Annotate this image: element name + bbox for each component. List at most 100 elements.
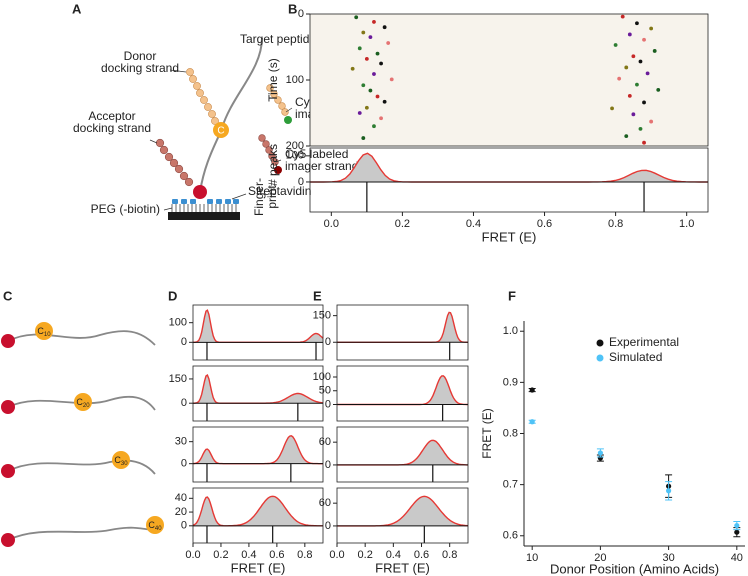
construct-letter: C (148, 520, 155, 530)
panel-label: E (313, 288, 322, 303)
x-tick-label: 0.8 (297, 549, 312, 561)
panel-label: A (72, 1, 82, 16)
chart: 0 100 0.0 0.2 0.4 0.6 0.8 1.0 FRET (E) # peaksFin… (252, 144, 709, 244)
x-tick-label: 10 (526, 552, 538, 564)
histogram-area (336, 496, 469, 527)
plot-frame (309, 13, 709, 147)
point (357, 46, 362, 51)
donor-dye (213, 122, 229, 138)
point (529, 419, 535, 425)
annotation: Streptavidin (248, 184, 311, 198)
construct-index: 40 (155, 526, 162, 532)
x-tick-label: 30 (662, 552, 674, 564)
point (649, 119, 654, 124)
y-tick-label: 0 (325, 336, 331, 348)
x-tick-label: 0.0 (329, 549, 344, 561)
point (379, 61, 383, 66)
plot-frame (192, 365, 324, 422)
construct-index: 30 (121, 461, 128, 467)
y-tick-label: 0 (181, 458, 187, 470)
plot-frame (336, 426, 469, 483)
x-tick-label: 0.4 (386, 549, 401, 561)
point (627, 32, 632, 37)
y-tick-label: 200 (286, 140, 304, 152)
y-tick-label: 0.8 (503, 427, 518, 439)
x-tick-label: 0.2 (395, 218, 410, 230)
y-tick-label: 150 (313, 310, 331, 322)
x-tick-label: 0.2 (358, 549, 373, 561)
chart: 0 60 (319, 426, 469, 483)
legend-label: Simulated (609, 350, 662, 364)
y-axis-label: # peaks (266, 144, 280, 186)
point (617, 76, 622, 81)
point (624, 134, 629, 139)
y-tick-label: 40 (175, 492, 187, 504)
legend-swatch (596, 354, 604, 362)
construct-letter: C (37, 326, 44, 336)
x-tick-label: 40 (731, 552, 743, 564)
chart: 0 100 200 Time (s) (266, 8, 709, 152)
legend-swatch (596, 339, 604, 347)
y-tick-label: 0 (298, 176, 304, 188)
point (645, 71, 650, 76)
point (656, 88, 661, 92)
construct-letter: C (114, 455, 121, 465)
y-tick-label: 100 (313, 371, 331, 383)
point (631, 112, 636, 117)
point (364, 105, 369, 110)
x-tick-label: 0.6 (269, 549, 284, 561)
fingerprint-label: Finger- (252, 178, 266, 216)
point (354, 15, 359, 20)
construct-letter: C (76, 397, 83, 407)
point (613, 43, 618, 47)
construct-label: C30 (114, 455, 128, 466)
point (649, 26, 654, 31)
y-tick-label: 100 (286, 150, 304, 162)
y-tick-label: 0 (325, 520, 331, 532)
x-tick-label: 0.0 (185, 549, 200, 561)
plot-frame (309, 147, 709, 213)
panel-label: C (3, 288, 13, 303)
point (642, 140, 646, 145)
point (357, 111, 362, 115)
y-tick-label: 0 (181, 520, 187, 532)
plot-frame (336, 365, 469, 422)
chart: 0 150 (169, 365, 324, 422)
panel-label: D (168, 288, 177, 303)
point (642, 37, 646, 42)
point (386, 41, 391, 45)
chart: 0 30 (175, 426, 324, 483)
point (372, 20, 376, 24)
y-tick-label: 0 (325, 398, 331, 410)
leaders (149, 69, 293, 211)
point (638, 59, 643, 64)
x-axis-label: FRET (E) (375, 560, 430, 575)
panel-label: F (508, 288, 516, 303)
y-tick-label: 100 (169, 317, 187, 329)
annotation: Target peptide (240, 32, 316, 46)
point (382, 99, 387, 104)
plot-frame (192, 426, 324, 483)
point (368, 35, 373, 39)
point (389, 77, 394, 82)
point (361, 136, 366, 140)
point (631, 54, 636, 59)
legend-label: Experimental (609, 335, 679, 349)
chart: 0 20 40 0.0 0.2 0.4 0.6 0.8 FRET (E) (175, 487, 324, 575)
point (642, 100, 646, 105)
point (597, 450, 603, 456)
point (610, 106, 614, 111)
point (666, 488, 672, 494)
cy3-dye (284, 116, 292, 124)
x-tick-label: 0.6 (537, 218, 552, 230)
point (361, 30, 366, 35)
acceptor-dye (193, 185, 207, 199)
x-tick-label: 0.2 (213, 549, 228, 561)
histogram-area (309, 153, 709, 183)
point (529, 387, 535, 393)
peg-brush (171, 204, 237, 212)
point (382, 25, 387, 30)
x-tick-label: 0.8 (608, 218, 623, 230)
chart: 0 100 (169, 304, 324, 361)
